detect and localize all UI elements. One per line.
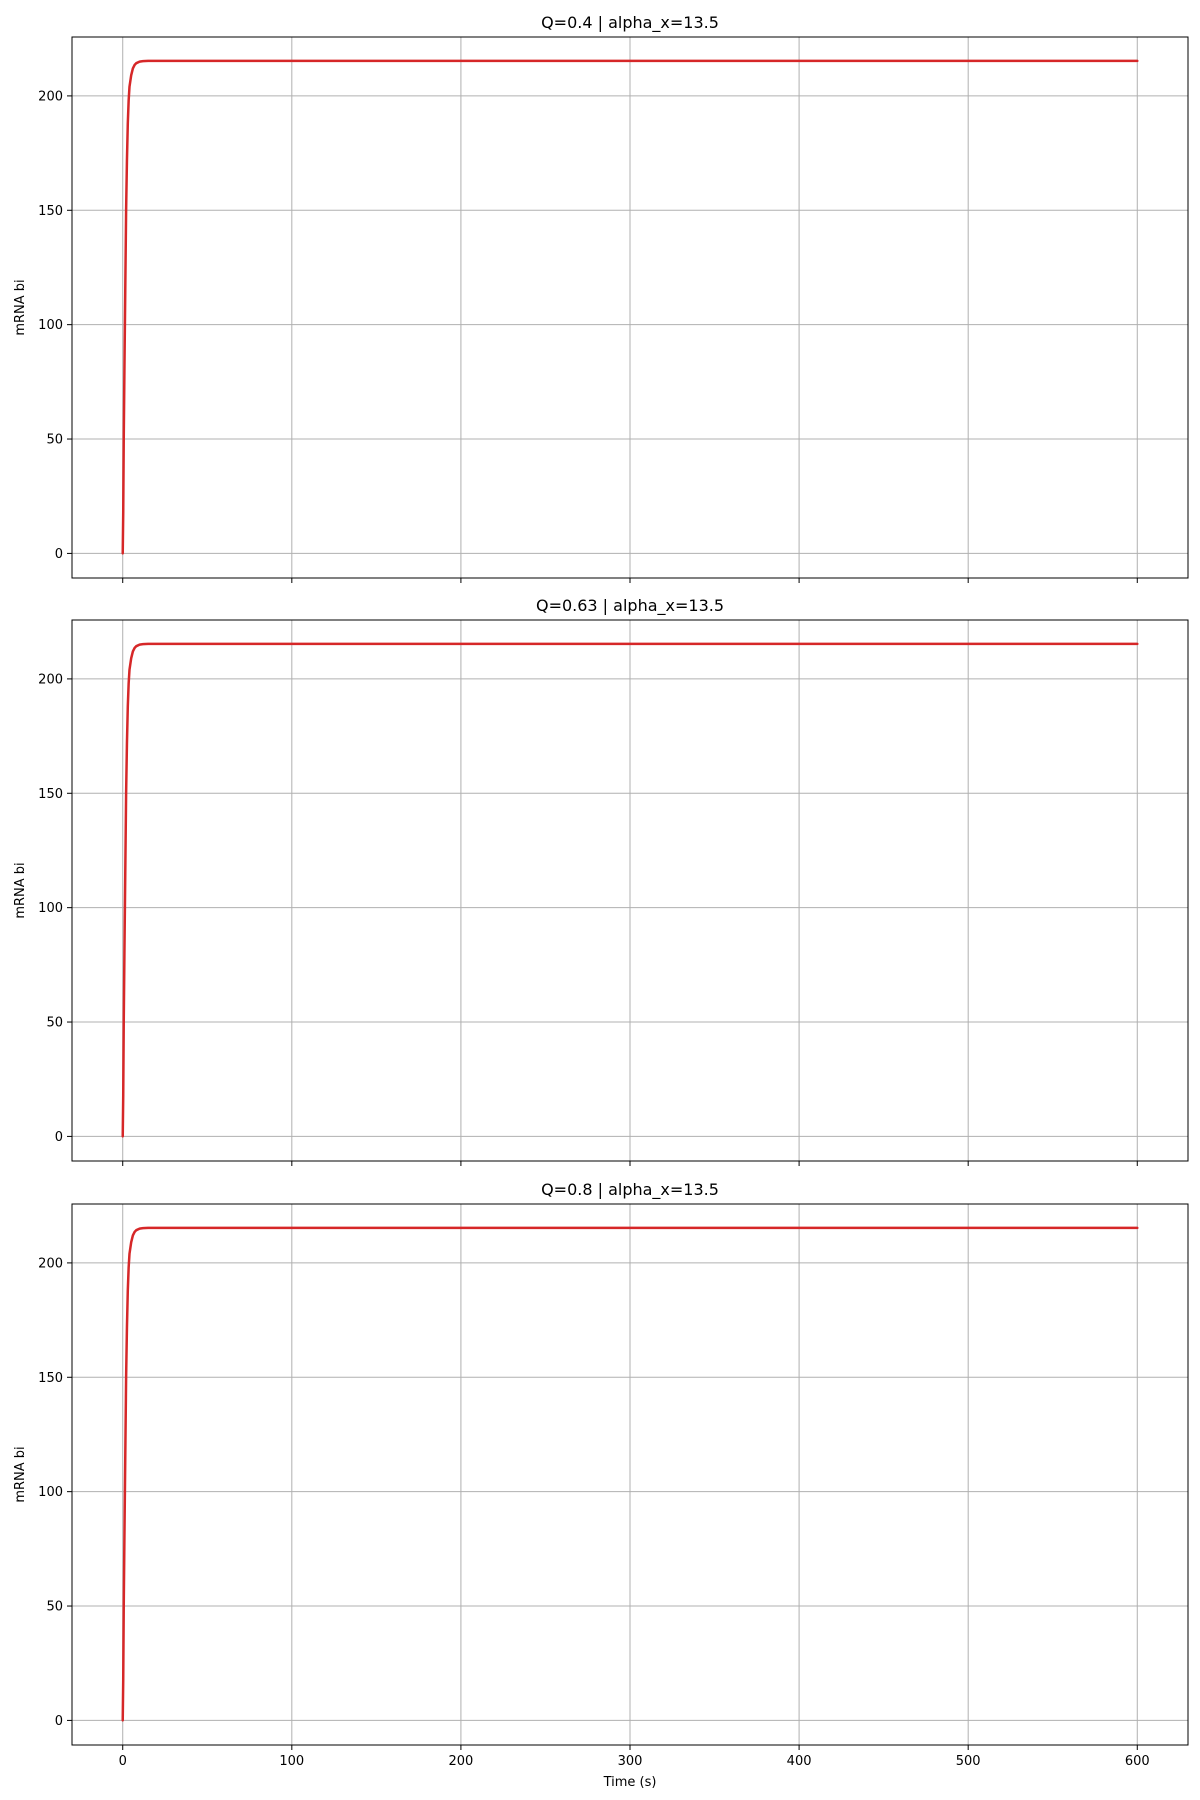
x-tick-label: 500: [956, 1754, 981, 1769]
y-axis-label: mRNA bi: [13, 279, 28, 335]
y-tick-label: 50: [46, 1600, 63, 1615]
y-tick-label: 50: [46, 433, 63, 448]
x-tick-label: 100: [279, 1754, 304, 1769]
series-line: [121, 59, 1139, 555]
y-tick-label: 100: [38, 901, 63, 916]
series-line: [121, 642, 1139, 1138]
subplot-3: 0 100 200 300 400 500 600 0 50 100 150 200 Q=0.8 | a…: [13, 1180, 1189, 1790]
y-tick-label: 0: [55, 1714, 63, 1729]
x-tick-label: 600: [1125, 1754, 1150, 1769]
chart-title: Q=0.8 | alpha_x=13.5: [541, 1180, 719, 1200]
subplot-1: 0 50 100 150 200 Q=0.4 | alpha_x=13.5 mRNA bi: [13, 13, 1189, 583]
y-tick-label: 100: [38, 318, 63, 333]
subplot-2: 0 50 100 150 200 Q=0.63 | alpha_x=13.5 mRNA bi: [13, 596, 1189, 1166]
chart-title: Q=0.63 | alpha_x=13.5: [536, 596, 724, 616]
y-tick-label: 200: [38, 89, 63, 104]
x-axis-label: Time (s): [603, 1775, 657, 1790]
y-tick-label: 0: [55, 547, 63, 562]
y-tick-label: 200: [38, 672, 63, 687]
y-tick-label: 200: [38, 1256, 63, 1271]
y-axis-label: mRNA bi: [13, 862, 28, 918]
y-tick-label: 0: [55, 1130, 63, 1145]
y-tick-label: 150: [38, 1371, 63, 1386]
y-tick-label: 150: [38, 204, 63, 219]
x-tick-label: 300: [618, 1754, 643, 1769]
x-tick-label: 400: [787, 1754, 812, 1769]
y-tick-label: 150: [38, 787, 63, 802]
x-tick-label: 200: [448, 1754, 473, 1769]
y-tick-label: 100: [38, 1485, 63, 1500]
chart-title: Q=0.4 | alpha_x=13.5: [541, 13, 719, 33]
x-tick-label: 0: [119, 1754, 127, 1769]
y-tick-label: 50: [46, 1016, 63, 1031]
series-line: [121, 1226, 1139, 1722]
y-axis-label: mRNA bi: [13, 1446, 28, 1502]
